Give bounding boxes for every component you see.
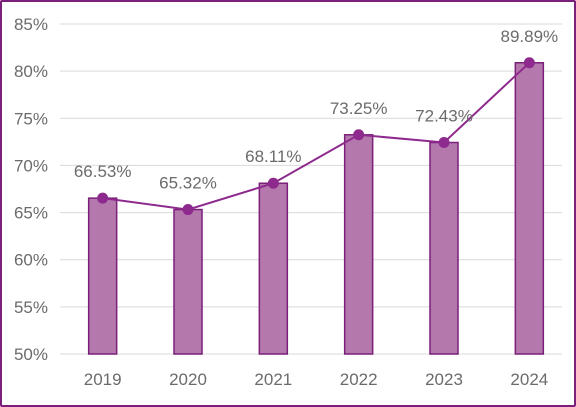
bar <box>429 141 459 355</box>
x-tick-label: 2023 <box>425 370 463 389</box>
data-label: 73.25% <box>330 99 388 118</box>
data-label: 68.11% <box>245 147 301 166</box>
x-tick-label: 2022 <box>340 370 378 389</box>
data-label: 72.43% <box>415 107 473 126</box>
y-tick-label: 65% <box>14 204 48 223</box>
y-tick-label: 55% <box>14 298 48 317</box>
x-tick-label: 2024 <box>510 370 548 389</box>
data-label: 89.89% <box>500 27 558 46</box>
line-point <box>523 57 535 69</box>
bar <box>173 208 203 355</box>
bar <box>87 197 118 355</box>
bar <box>343 134 374 355</box>
x-tick-label: 2021 <box>254 370 292 389</box>
y-tick-label: 50% <box>14 345 48 364</box>
y-tick-label: 70% <box>14 156 48 175</box>
series-line <box>102 62 531 211</box>
line-point <box>267 177 279 189</box>
y-tick-label: 85% <box>14 15 48 34</box>
y-tick-label: 60% <box>14 251 48 270</box>
x-tick-label: 2019 <box>84 370 122 389</box>
x-tick-label: 2020 <box>169 370 207 389</box>
data-label: 66.53% <box>74 162 132 181</box>
data-label: 65.32% <box>159 174 217 193</box>
y-tick-label: 80% <box>14 62 48 81</box>
line-point <box>97 192 109 204</box>
line-point <box>182 204 194 216</box>
line-point <box>353 129 365 141</box>
bar <box>514 62 545 355</box>
line-point <box>438 137 450 149</box>
bar <box>258 182 289 355</box>
y-tick-label: 75% <box>14 109 48 128</box>
